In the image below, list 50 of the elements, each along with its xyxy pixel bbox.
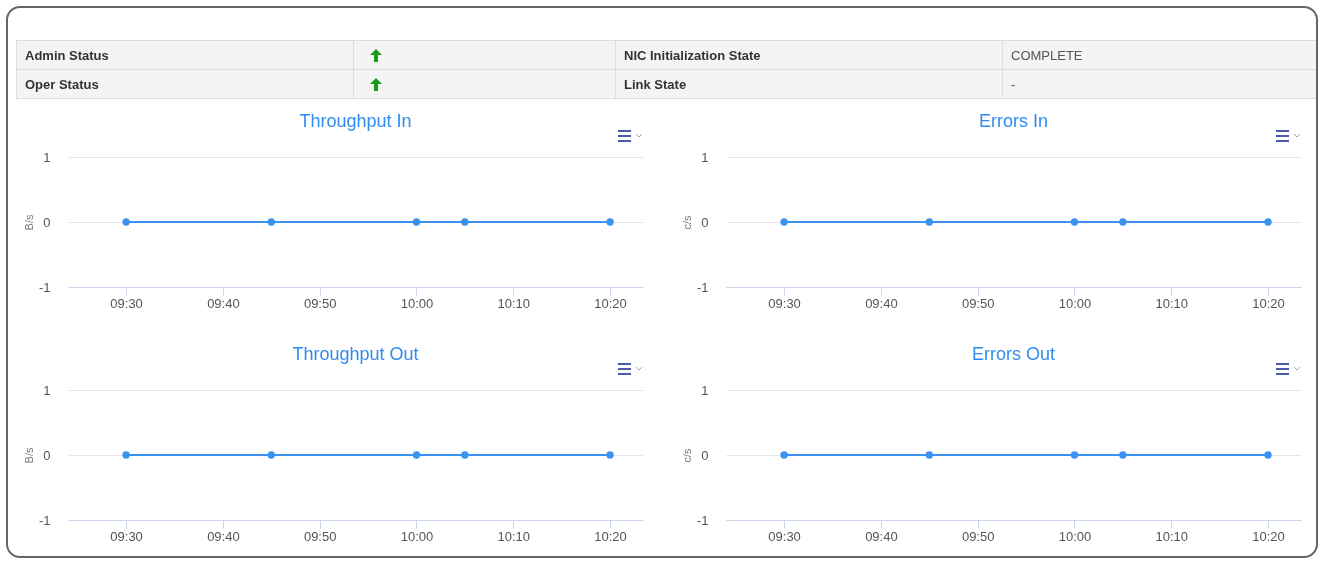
x-tick-label: 10:00 (1058, 295, 1092, 311)
x-tick-label: 09:40 (207, 528, 240, 544)
y-tick-label: 0 (701, 214, 709, 230)
chart-title: Throughput Out (292, 344, 419, 364)
y-axis-title: B/s (22, 447, 35, 464)
chart-title: Errors In (978, 111, 1049, 131)
y-tick-label: -1 (696, 512, 709, 528)
x-tick-label: 10:20 (594, 528, 627, 544)
x-tick-label: 09:50 (303, 528, 337, 544)
x-tick-label: 10:20 (1252, 528, 1285, 544)
y-tick-label: 1 (701, 382, 709, 398)
x-tick-label: 09:30 (110, 528, 143, 544)
x-tick-label: 10:00 (400, 295, 434, 311)
y-axis-title: c/s (680, 214, 693, 230)
x-tick-label: 09:40 (865, 295, 898, 311)
y-axis-title: B/s (22, 214, 35, 231)
chart-title: Throughput In (299, 111, 412, 131)
chart-title: Errors Out (971, 344, 1056, 364)
text: - (1010, 75, 1017, 94)
x-tick-label: 10:00 (1058, 528, 1092, 544)
y-tick-label: 1 (43, 382, 51, 398)
text: NIC Initialization State (615, 40, 1003, 70)
y-axis-title: c/s (680, 447, 693, 463)
y-tick-label: -1 (696, 279, 709, 295)
x-tick-label: 10:00 (400, 528, 434, 544)
y-tick-label: 0 (43, 214, 51, 230)
text: Link State (615, 69, 1003, 99)
text: COMPLETE (1010, 46, 1084, 65)
x-tick-label: 10:10 (497, 528, 531, 544)
x-tick-label: 09:40 (865, 528, 898, 544)
text: Admin Status (16, 40, 354, 70)
y-tick-label: -1 (38, 279, 51, 295)
y-tick-label: 0 (701, 447, 709, 463)
y-tick-label: -1 (38, 512, 51, 528)
x-tick-label: 09:30 (768, 528, 801, 544)
x-tick-label: 10:10 (1155, 528, 1189, 544)
text: Oper Status (16, 69, 354, 99)
x-tick-label: 09:50 (303, 295, 337, 311)
x-tick-label: 10:10 (497, 295, 531, 311)
x-tick-label: 10:10 (1155, 295, 1189, 311)
x-tick-label: 09:50 (961, 528, 995, 544)
y-tick-label: 1 (701, 149, 709, 165)
y-tick-label: 1 (43, 149, 51, 165)
x-tick-label: 09:30 (768, 295, 801, 311)
x-tick-label: 09:40 (207, 295, 240, 311)
x-tick-label: 09:30 (110, 295, 143, 311)
x-tick-label: 10:20 (594, 295, 627, 311)
x-tick-label: 09:50 (961, 295, 995, 311)
x-tick-label: 10:20 (1252, 295, 1285, 311)
y-tick-label: 0 (43, 447, 51, 463)
